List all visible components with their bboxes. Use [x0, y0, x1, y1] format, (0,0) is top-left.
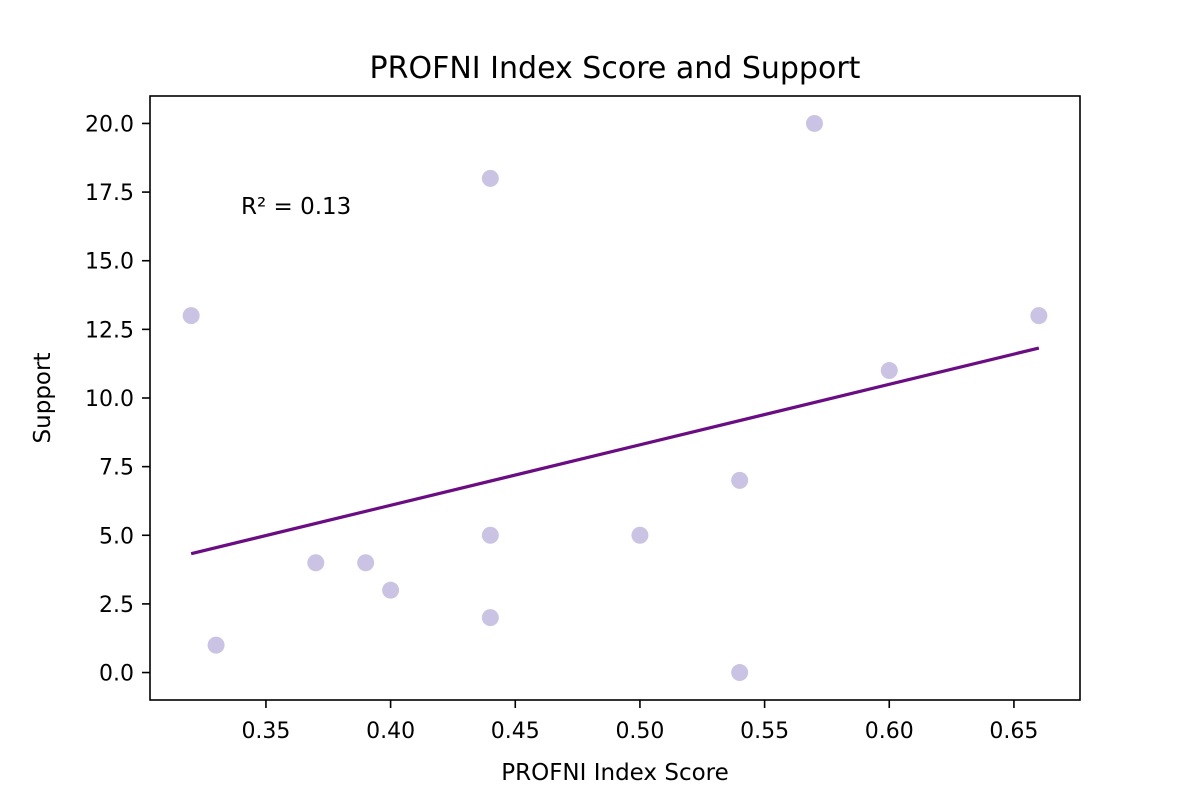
data-point-2	[307, 554, 325, 572]
data-point-13	[1030, 307, 1048, 325]
data-point-9	[731, 471, 749, 489]
y-axis-label: Support	[30, 353, 56, 444]
y-tick-label: 10.0	[85, 387, 134, 412]
data-point-7	[481, 609, 499, 627]
data-point-1	[207, 636, 225, 654]
x-axis-ticks: 0.35 0.40 0.45 0.50 0.55 0.60 0.65	[241, 700, 1038, 744]
data-point-0	[182, 307, 200, 325]
annotation-layer: R² = 0.13	[241, 194, 351, 220]
data-point-11	[805, 114, 823, 132]
x-tick-label: 0.40	[366, 719, 415, 744]
x-tick-label: 0.35	[241, 719, 290, 744]
x-tick-label: 0.55	[740, 719, 789, 744]
y-tick-label: 0.0	[99, 662, 134, 687]
y-tick-label: 7.5	[99, 456, 134, 481]
trendline	[190, 346, 1040, 556]
r-squared-annotation: R² = 0.13	[241, 194, 351, 220]
x-tick-label: 0.45	[491, 719, 540, 744]
data-point-5	[481, 169, 499, 187]
data-points	[182, 114, 1048, 682]
chart-title: PROFNI Index Score and Support	[370, 51, 861, 86]
y-tick-label: 15.0	[85, 250, 134, 275]
data-point-8	[631, 526, 649, 544]
data-point-3	[357, 554, 375, 572]
trendline-layer	[190, 346, 1040, 556]
x-axis-label: PROFNI Index Score	[501, 760, 729, 786]
y-tick-label: 5.0	[99, 524, 134, 549]
data-point-12	[880, 362, 898, 380]
data-point-6	[481, 526, 499, 544]
data-point-10	[731, 664, 749, 682]
y-tick-label: 17.5	[85, 181, 134, 206]
y-axis-ticks: 0.0 2.5 5.0 7.5 10.0 12.5 15.0 17.5 20.0	[85, 112, 150, 687]
plot-frame	[149, 95, 1081, 701]
y-tick-label: 20.0	[85, 112, 134, 137]
x-tick-label: 0.50	[615, 719, 664, 744]
y-tick-label: 2.5	[99, 593, 134, 618]
data-point-4	[382, 581, 400, 599]
x-tick-label: 0.65	[989, 719, 1038, 744]
y-tick-label: 12.5	[85, 318, 134, 343]
x-tick-label: 0.60	[865, 719, 914, 744]
